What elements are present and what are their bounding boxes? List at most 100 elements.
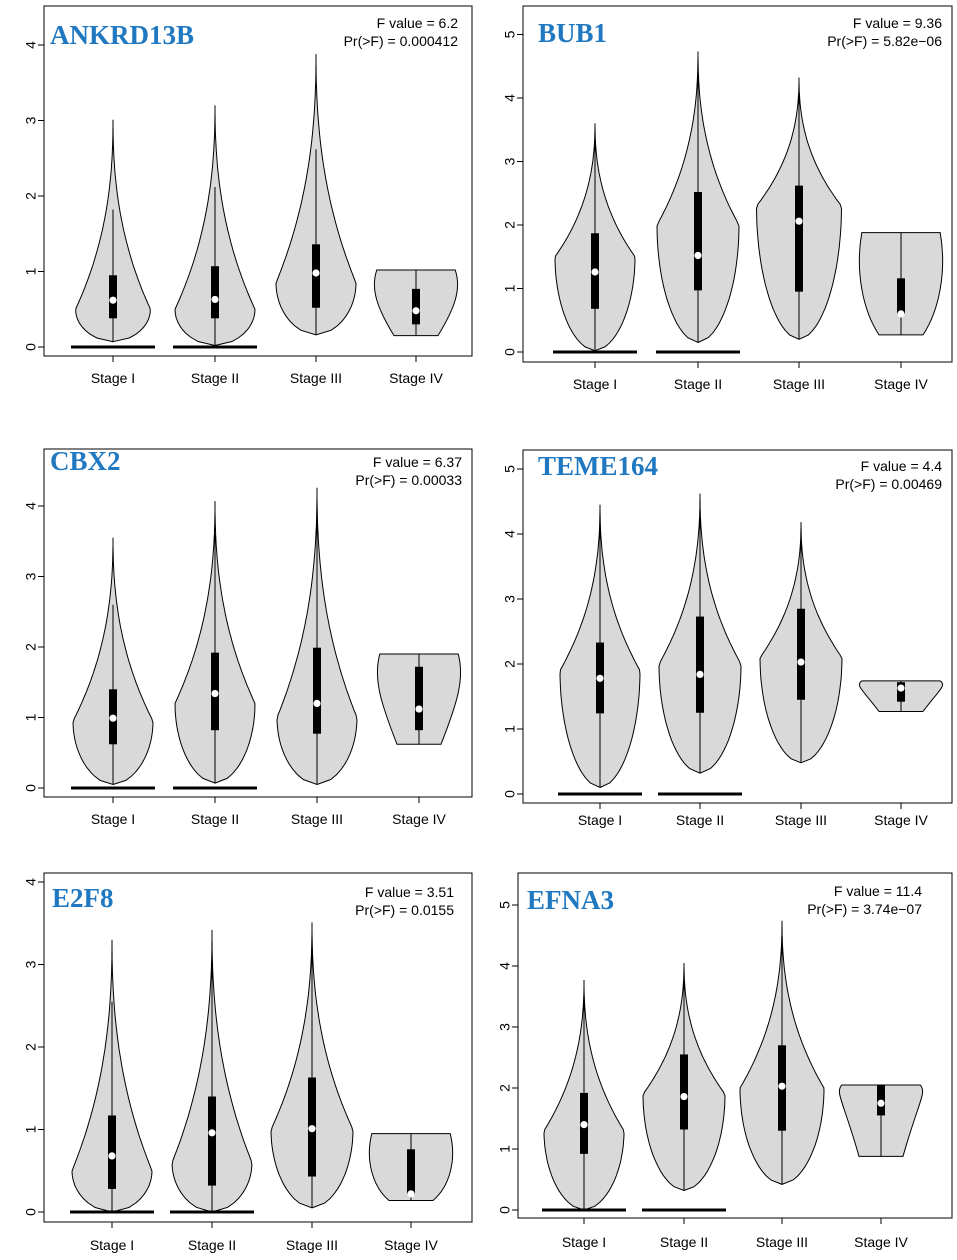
median-point <box>877 1099 885 1107</box>
y-tick-label: 0 <box>502 790 518 798</box>
gene-title: EFNA3 <box>527 885 614 915</box>
y-tick-label: 4 <box>23 502 39 510</box>
median-point <box>313 699 321 708</box>
iqr-box <box>696 616 704 713</box>
y-tick-label: 0 <box>23 784 39 792</box>
y-tick-label: 3 <box>497 1023 513 1031</box>
y-tick-label: 3 <box>502 157 518 165</box>
y-tick-label: 3 <box>23 116 39 124</box>
y-tick-label: 1 <box>23 267 39 275</box>
y-tick-label: 0 <box>497 1206 513 1214</box>
x-tick-label: Stage II <box>191 811 239 827</box>
x-tick-label: Stage IV <box>389 370 443 386</box>
y-tick-label: 3 <box>502 595 518 603</box>
y-tick-label: 5 <box>502 465 518 473</box>
x-tick-label: Stage II <box>191 370 239 386</box>
violin-panel-4: 0 1 2 3 4 5 Stage I Stage II Stage III Stage IV TE… <box>502 449 953 828</box>
y-tick-label: 0 <box>23 1208 39 1216</box>
iqr-box <box>897 682 905 702</box>
gene-title: CBX2 <box>50 446 121 476</box>
x-tick-label: Stage I <box>578 812 622 828</box>
x-tick-label: Stage III <box>286 1237 338 1253</box>
violin-panel-5: 0 1 2 3 4 Stage I Stage II Stage III Stage IV E2F… <box>23 872 473 1253</box>
iqr-box <box>797 608 805 700</box>
iqr-box <box>313 647 321 734</box>
y-tick-label: 0 <box>502 348 518 356</box>
x-tick-label: Stage II <box>674 376 722 392</box>
median-point <box>415 705 423 713</box>
x-tick-label: Stage IV <box>392 811 446 827</box>
median-point <box>795 217 803 225</box>
iqr-box <box>208 1096 216 1186</box>
x-tick-label: Stage II <box>676 812 724 828</box>
stat-annotation: Pr(>F) = 5.82e−06 <box>827 33 942 49</box>
stat-annotation: F value = 3.51 <box>365 884 454 900</box>
iqr-box <box>108 1115 116 1189</box>
y-tick-label: 1 <box>497 1145 513 1153</box>
y-tick-label: 2 <box>502 221 518 229</box>
stat-annotation: Pr(>F) = 0.00469 <box>835 476 942 492</box>
stat-annotation: F value = 11.4 <box>834 883 922 899</box>
iqr-box <box>412 288 420 325</box>
median-point <box>591 268 599 276</box>
x-tick-label: Stage IV <box>874 812 928 828</box>
x-tick-label: Stage I <box>90 1237 134 1253</box>
y-tick-label: 4 <box>502 530 518 538</box>
gene-title: TEME164 <box>538 451 658 481</box>
iqr-box <box>680 1054 688 1130</box>
stat-annotation: Pr(>F) = 0.00033 <box>355 472 462 488</box>
y-tick-label: 1 <box>23 713 39 721</box>
iqr-box <box>211 266 219 319</box>
x-tick-label: Stage III <box>775 812 827 828</box>
x-tick-label: Stage III <box>291 811 343 827</box>
median-point <box>580 1121 588 1129</box>
median-point <box>407 1190 415 1198</box>
y-tick-label: 1 <box>502 284 518 292</box>
median-point <box>596 674 604 682</box>
iqr-box <box>407 1149 415 1194</box>
median-point <box>109 714 117 722</box>
stat-annotation: Pr(>F) = 0.0155 <box>355 902 454 918</box>
median-point <box>211 295 219 304</box>
y-tick-label: 4 <box>502 94 518 102</box>
y-tick-label: 2 <box>23 643 39 651</box>
y-tick-label: 3 <box>23 572 39 580</box>
gene-title: E2F8 <box>52 883 114 913</box>
y-tick-label: 3 <box>23 960 39 968</box>
x-tick-label: Stage IV <box>384 1237 438 1253</box>
median-point <box>211 689 219 698</box>
median-point <box>412 307 420 315</box>
x-tick-label: Stage I <box>91 370 135 386</box>
stat-annotation: F value = 9.36 <box>853 15 942 31</box>
median-point <box>109 296 117 304</box>
median-point <box>108 1152 116 1160</box>
y-tick-label: 1 <box>23 1125 39 1133</box>
median-point <box>208 1129 216 1137</box>
median-point <box>797 658 805 666</box>
y-tick-label: 5 <box>497 901 513 909</box>
y-tick-label: 2 <box>502 660 518 668</box>
x-tick-label: Stage II <box>660 1234 708 1250</box>
violin-panel-2: 0 1 2 3 4 5 Stage I Stage II Stage III Stage IV BU… <box>502 5 953 392</box>
median-point <box>694 251 702 260</box>
iqr-box <box>694 191 702 291</box>
x-tick-label: Stage II <box>188 1237 236 1253</box>
x-tick-label: Stage I <box>562 1234 606 1250</box>
median-point <box>312 269 320 277</box>
gene-title: BUB1 <box>538 18 607 48</box>
stat-annotation: F value = 6.37 <box>373 454 462 470</box>
x-tick-label: Stage III <box>756 1234 808 1250</box>
gene-title: ANKRD13B <box>50 20 194 50</box>
y-tick-label: 4 <box>23 878 39 886</box>
x-tick-label: Stage I <box>573 376 617 392</box>
iqr-box <box>795 185 803 292</box>
median-point <box>308 1125 316 1133</box>
y-tick-label: 4 <box>497 962 513 970</box>
y-tick-label: 1 <box>502 725 518 733</box>
x-tick-label: Stage IV <box>874 376 928 392</box>
x-tick-label: Stage I <box>91 811 135 827</box>
median-point <box>696 670 704 679</box>
y-tick-label: 4 <box>23 41 39 49</box>
median-point <box>897 684 905 692</box>
x-tick-label: Stage IV <box>854 1234 908 1250</box>
